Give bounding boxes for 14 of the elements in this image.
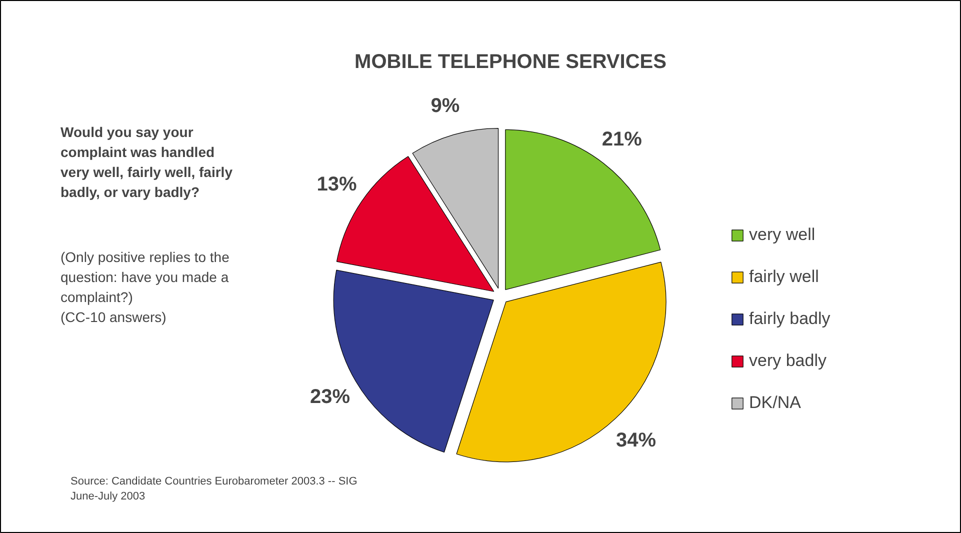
legend-label: very well [749, 225, 816, 245]
text: (Only positive replies to the question: have you made a complaint?) (CC-10 answers) [60, 249, 230, 325]
source-note: Source: Candidate Countries Eurobarometer 2003.3 -- SIG June-July 2003 [70, 476, 358, 502]
legend-label: fairly well [749, 267, 819, 287]
data-label: 23% [310, 386, 350, 408]
legend-label: DK/NA [749, 393, 801, 413]
data-label: 13% [316, 174, 357, 196]
legend-label: fairly badly [749, 309, 830, 329]
legend-label: very badly [749, 351, 826, 371]
chart-title: MOBILE TELEPHONE SERVICES [354, 51, 666, 73]
data-label: 9% [430, 94, 460, 117]
data-label: 21% [602, 128, 642, 151]
text: Would you say your complaint was handled very well, fairly well, fairly badly, or vary badly? [60, 124, 233, 200]
data-label: 34% [616, 429, 656, 452]
